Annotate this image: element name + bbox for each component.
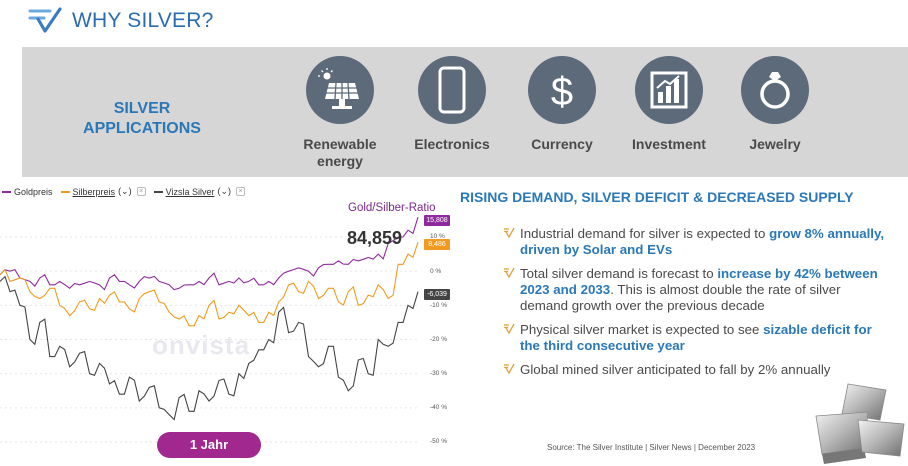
check-icon <box>504 227 515 239</box>
application-currency: $ Currency <box>507 56 617 153</box>
period-1-jahr-button[interactable]: 1 Jahr <box>157 432 261 458</box>
header: WHY SILVER? <box>28 6 213 36</box>
series-line-goldpreis <box>0 217 419 291</box>
chart-plot <box>0 217 419 443</box>
series-line-vizsla-silver <box>0 275 419 421</box>
check-lines-logo-icon <box>28 7 62 33</box>
y-tick-label: 10 % <box>430 233 445 240</box>
smartphone-icon <box>438 66 466 114</box>
bullet-mined-silver: Global mined silver anticipated to fall … <box>503 362 888 378</box>
check-icon <box>504 323 515 335</box>
y-tick-label: -20 % <box>430 336 447 343</box>
legend-silberpreis[interactable]: Silberpreis (⌄) × <box>60 186 146 197</box>
application-electronics: Electronics <box>397 56 507 153</box>
panel-title: RISING DEMAND, SILVER DEFICIT & DECREASE… <box>460 189 854 205</box>
applications-band: SILVER APPLICATIONS Renewable energy <box>22 47 908 177</box>
bar-chart-icon <box>650 71 688 109</box>
bullet-physical-deficit: Physical silver market is expected to se… <box>503 322 888 354</box>
y-tick-label: -40 % <box>430 404 447 411</box>
remove-silberpreis-icon[interactable]: × <box>136 187 146 196</box>
y-tick-label: 0 % <box>430 268 442 275</box>
legend-goldpreis[interactable]: Goldpreis <box>2 187 53 197</box>
svg-text:$: $ <box>551 70 573 114</box>
applications-label: SILVER APPLICATIONS <box>83 100 201 137</box>
performance-chart: Goldpreis Silberpreis (⌄) × Vizsla Silve… <box>0 182 455 466</box>
ring-icon <box>760 72 790 109</box>
bullet-list: Industrial demand for silver is expected… <box>503 226 888 386</box>
vizsla-last-tag: -6,039 <box>424 289 450 300</box>
y-tick-label: -30 % <box>430 370 447 377</box>
source-note: Source: The Silver Institute | Silver Ne… <box>547 443 756 452</box>
series-line-silberpreis <box>0 241 419 327</box>
ratio-title: Gold/Silber-Ratio <box>348 202 436 214</box>
silver-bars-icon <box>815 383 905 464</box>
chart-watermark: onvista <box>152 330 251 360</box>
ratio-value: 84,859 <box>347 228 403 248</box>
solar-panel-icon <box>318 68 359 109</box>
gold-last-tag: 15,808 <box>424 215 450 226</box>
silver-last-tag: 8,486 <box>424 239 450 250</box>
application-investment: Investment <box>614 56 724 153</box>
chart-legend: Goldpreis Silberpreis (⌄) × Vizsla Silve… <box>2 186 246 197</box>
remove-vizsla-icon[interactable]: × <box>236 187 246 196</box>
check-icon <box>504 363 515 375</box>
bullet-total-demand: Total silver demand is forecast to incre… <box>503 266 888 314</box>
bullet-industrial-demand: Industrial demand for silver is expected… <box>503 226 888 258</box>
y-tick-label: -10 % <box>430 302 447 309</box>
application-jewelry: Jewelry <box>720 56 830 153</box>
page-title: WHY SILVER? <box>72 9 214 32</box>
application-renewable-energy: Renewable energy <box>285 56 395 170</box>
dollar-icon: $ <box>551 70 573 114</box>
y-tick-label: -50 % <box>430 438 447 445</box>
legend-vizsla-silver[interactable]: Vizsla Silver (⌄) × <box>153 186 246 197</box>
check-icon <box>504 267 515 279</box>
